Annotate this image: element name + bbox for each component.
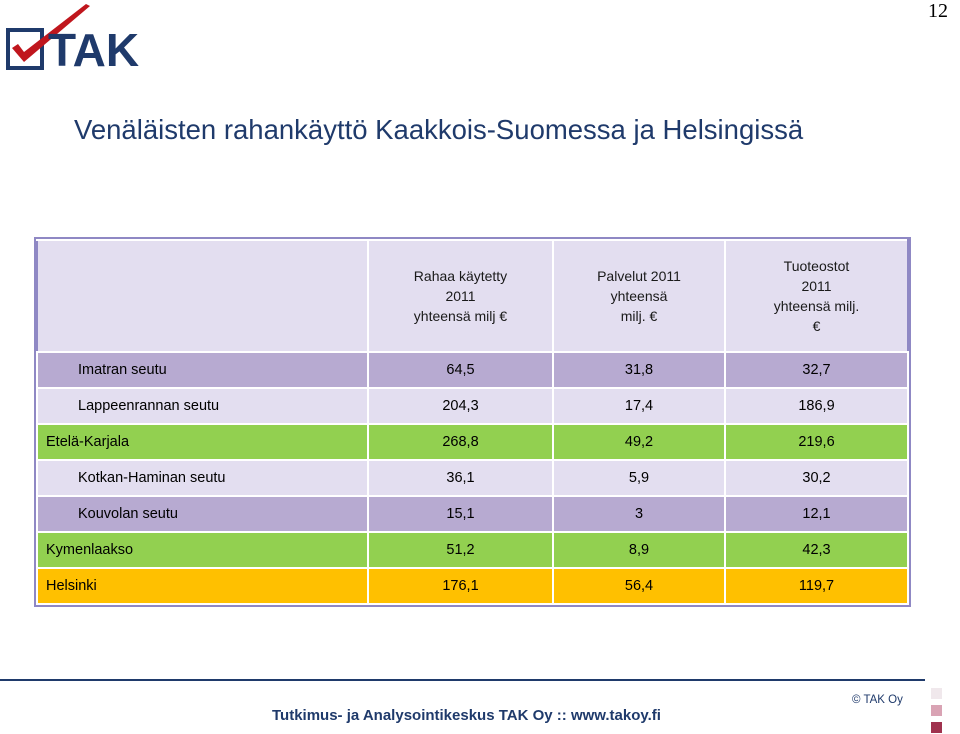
region-name: Kouvolan seutu bbox=[36, 495, 369, 533]
header-line: € bbox=[812, 318, 821, 334]
total-value: 51,2 bbox=[367, 531, 554, 569]
decorative-square bbox=[931, 705, 942, 716]
total-value: 204,3 bbox=[367, 387, 554, 425]
footer-divider bbox=[0, 679, 925, 681]
header-line: Tuoteostot bbox=[783, 258, 850, 274]
logo-checkmark bbox=[12, 4, 90, 62]
header-goods: Tuoteostot 2011 yhteensä milj. € bbox=[724, 239, 909, 353]
tak-logo: TAK bbox=[6, 4, 139, 74]
goods-value: 12,1 bbox=[724, 495, 909, 533]
header-services: Palvelut 2011 yhteensä milj. € bbox=[552, 239, 726, 353]
header-line: milj. € bbox=[620, 308, 658, 324]
region-name: Kymenlaakso bbox=[36, 531, 369, 569]
total-value: 268,8 bbox=[367, 423, 554, 461]
total-value: 176,1 bbox=[367, 567, 554, 605]
region-name: Imatran seutu bbox=[36, 351, 369, 389]
footer-text: Tutkimus- ja Analysointikeskus TAK Oy ::… bbox=[272, 707, 661, 724]
header-line: 2011 bbox=[445, 288, 476, 304]
table-row: Lappeenrannan seutu 204,3 17,4 186,9 bbox=[36, 387, 909, 425]
region-name: Helsinki bbox=[36, 567, 369, 605]
header-line: Rahaa käytetty bbox=[413, 268, 508, 284]
region-name: Lappeenrannan seutu bbox=[36, 387, 369, 425]
header-line: yhteensä milj. bbox=[773, 298, 860, 314]
header-line: yhteensä milj € bbox=[413, 308, 508, 324]
table-row: Kymenlaakso 51,2 8,9 42,3 bbox=[36, 531, 909, 569]
table-header-row: Rahaa käytetty 2011 yhteensä milj € Palv… bbox=[36, 239, 909, 353]
header-line: Palvelut 2011 bbox=[597, 268, 681, 284]
services-value: 49,2 bbox=[552, 423, 726, 461]
header-total-spent: Rahaa käytetty 2011 yhteensä milj € bbox=[367, 239, 554, 353]
services-value: 3 bbox=[552, 495, 726, 533]
header-line: yhteensä bbox=[610, 288, 668, 304]
logo-text: TAK bbox=[48, 24, 139, 74]
goods-value: 219,6 bbox=[724, 423, 909, 461]
goods-value: 42,3 bbox=[724, 531, 909, 569]
logo-box bbox=[6, 28, 44, 70]
goods-value: 30,2 bbox=[724, 459, 909, 497]
table-row: Kouvolan seutu 15,1 3 12,1 bbox=[36, 495, 909, 533]
region-name: Etelä-Karjala bbox=[36, 423, 369, 461]
services-value: 31,8 bbox=[552, 351, 726, 389]
services-value: 8,9 bbox=[552, 531, 726, 569]
total-value: 64,5 bbox=[367, 351, 554, 389]
total-value: 36,1 bbox=[367, 459, 554, 497]
goods-value: 186,9 bbox=[724, 387, 909, 425]
copyright-text: © TAK Oy bbox=[852, 694, 903, 706]
region-name: Kotkan-Haminan seutu bbox=[36, 459, 369, 497]
services-value: 56,4 bbox=[552, 567, 726, 605]
table-row: Imatran seutu 64,5 31,8 32,7 bbox=[36, 351, 909, 389]
spending-table: Rahaa käytetty 2011 yhteensä milj € Palv… bbox=[34, 237, 911, 607]
services-value: 17,4 bbox=[552, 387, 726, 425]
page-number: 12 bbox=[928, 0, 948, 22]
decorative-square bbox=[931, 688, 942, 699]
goods-value: 32,7 bbox=[724, 351, 909, 389]
table-row: Kotkan-Haminan seutu 36,1 5,9 30,2 bbox=[36, 459, 909, 497]
page-title: Venäläisten rahankäyttö Kaakkois-Suomess… bbox=[74, 114, 804, 145]
services-value: 5,9 bbox=[552, 459, 726, 497]
goods-value: 119,7 bbox=[724, 567, 909, 605]
table-row: Etelä-Karjala 268,8 49,2 219,6 bbox=[36, 423, 909, 461]
total-value: 15,1 bbox=[367, 495, 554, 533]
header-empty bbox=[36, 239, 369, 353]
table-row: Helsinki 176,1 56,4 119,7 bbox=[36, 567, 909, 605]
decorative-square bbox=[931, 722, 942, 733]
header-line: 2011 bbox=[801, 278, 832, 294]
